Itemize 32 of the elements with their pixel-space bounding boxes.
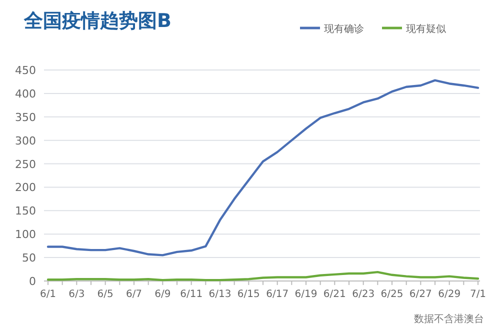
y-tick-label: 100: [15, 228, 36, 242]
x-tick-label: 6/9: [154, 289, 171, 300]
x-tick-label: 6/19: [294, 289, 318, 300]
legend-label: 现有确诊: [324, 23, 364, 35]
chart-title: 全国疫情趋势图B: [23, 10, 172, 32]
x-tick-label: 7/1: [470, 289, 486, 300]
line-series: [46, 270, 480, 282]
x-tick-label: 6/13: [208, 289, 232, 300]
x-tick-label: 6/23: [352, 289, 375, 300]
x-tick-label: 6/17: [266, 289, 289, 300]
y-tick-label: 450: [15, 64, 36, 77]
x-tick-label: 6/29: [438, 289, 461, 300]
x-tick-label: 6/7: [126, 289, 142, 300]
x-tick-label: 6/15: [237, 289, 260, 300]
y-tick-label: 150: [15, 204, 36, 218]
x-tick-label: 6/27: [409, 289, 432, 300]
y-tick-label: 400: [15, 87, 36, 100]
y-tick-label: 350: [15, 110, 36, 124]
y-tick-label: 200: [15, 181, 36, 194]
y-tick-label: 250: [15, 158, 36, 171]
legend-label: 现有疑似: [406, 23, 446, 35]
x-tick-label: 6/21: [323, 289, 346, 300]
x-tick-label: 6/11: [180, 289, 203, 300]
line-series: [46, 79, 480, 256]
y-tick-label: 300: [15, 134, 36, 148]
x-tick-label: 6/3: [68, 289, 85, 300]
x-tick-label: 6/5: [97, 289, 114, 300]
x-tick-label: 6/25: [380, 289, 404, 300]
y-tick-label: 0: [29, 275, 36, 288]
y-tick-label: 50: [22, 252, 36, 265]
x-tick-label: 6/1: [40, 289, 56, 300]
text: 数据不含港澳台: [414, 313, 484, 325]
